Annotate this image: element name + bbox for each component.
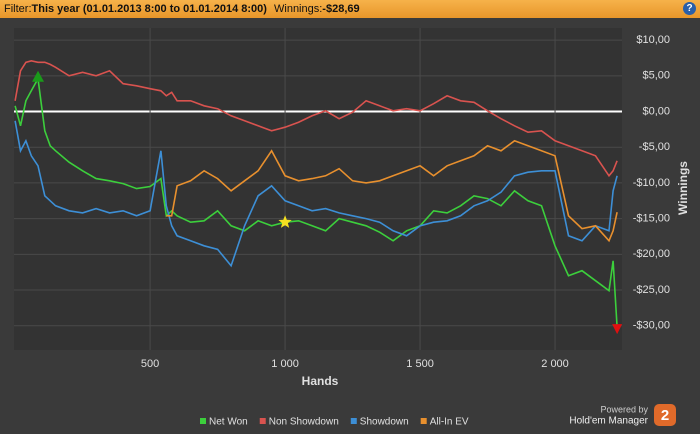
series-line (14, 59, 618, 178)
end-marker (612, 324, 623, 335)
x-tick-label: 1 500 (406, 358, 434, 370)
x-tick-label: 500 (141, 358, 159, 370)
y-tick-label: -$10,00 (633, 177, 670, 189)
filter-value[interactable]: This year (01.01.2013 8:00 to 01.01.2014… (31, 3, 267, 15)
max-marker (32, 70, 45, 82)
y-tick-label: -$15,00 (633, 213, 670, 225)
product-name: Hold'em Manager (569, 416, 648, 427)
winnings-label: Winnings: (274, 3, 323, 15)
y-tick-label: -$20,00 (633, 248, 670, 260)
logo-version: 2 (661, 407, 669, 424)
legend-label: Non Showdown (269, 417, 339, 428)
winnings-value: -$28,69 (322, 3, 360, 15)
y-tick-label: $0,00 (642, 105, 670, 117)
series-line (166, 139, 618, 243)
powered-by: Powered by (600, 404, 648, 414)
help-icon[interactable]: ? (683, 2, 696, 15)
y-tick-label: $10,00 (636, 34, 670, 46)
legend-label: Net Won (209, 417, 248, 428)
x-tick-label: 2 000 (541, 358, 569, 370)
filter-label: Filter: (4, 3, 32, 15)
legend-swatch (200, 418, 206, 424)
x-tick-label: 1 000 (271, 358, 299, 370)
x-axis-label: Hands (302, 374, 339, 388)
logo (654, 404, 676, 426)
y-tick-label: -$30,00 (633, 320, 670, 332)
legend-label: All-In EV (430, 417, 469, 428)
chart: Hands Winnings Powered by Hold'em Manage… (14, 28, 690, 428)
legend-swatch (420, 418, 427, 424)
y-tick-label: -$25,00 (633, 284, 670, 296)
legend-label: Showdown (360, 417, 409, 428)
y-tick-label: $5,00 (642, 70, 670, 82)
series-line (14, 120, 618, 268)
plot-area (14, 28, 622, 350)
legend-swatch (350, 418, 357, 424)
filter-bar: Filter:This year (01.01.2013 8:00 to 01.… (0, 0, 700, 18)
y-axis-label: Winnings (676, 161, 690, 215)
y-tick-label: -$5,00 (639, 141, 670, 153)
star-marker (278, 215, 292, 228)
legend-swatch (259, 418, 266, 424)
